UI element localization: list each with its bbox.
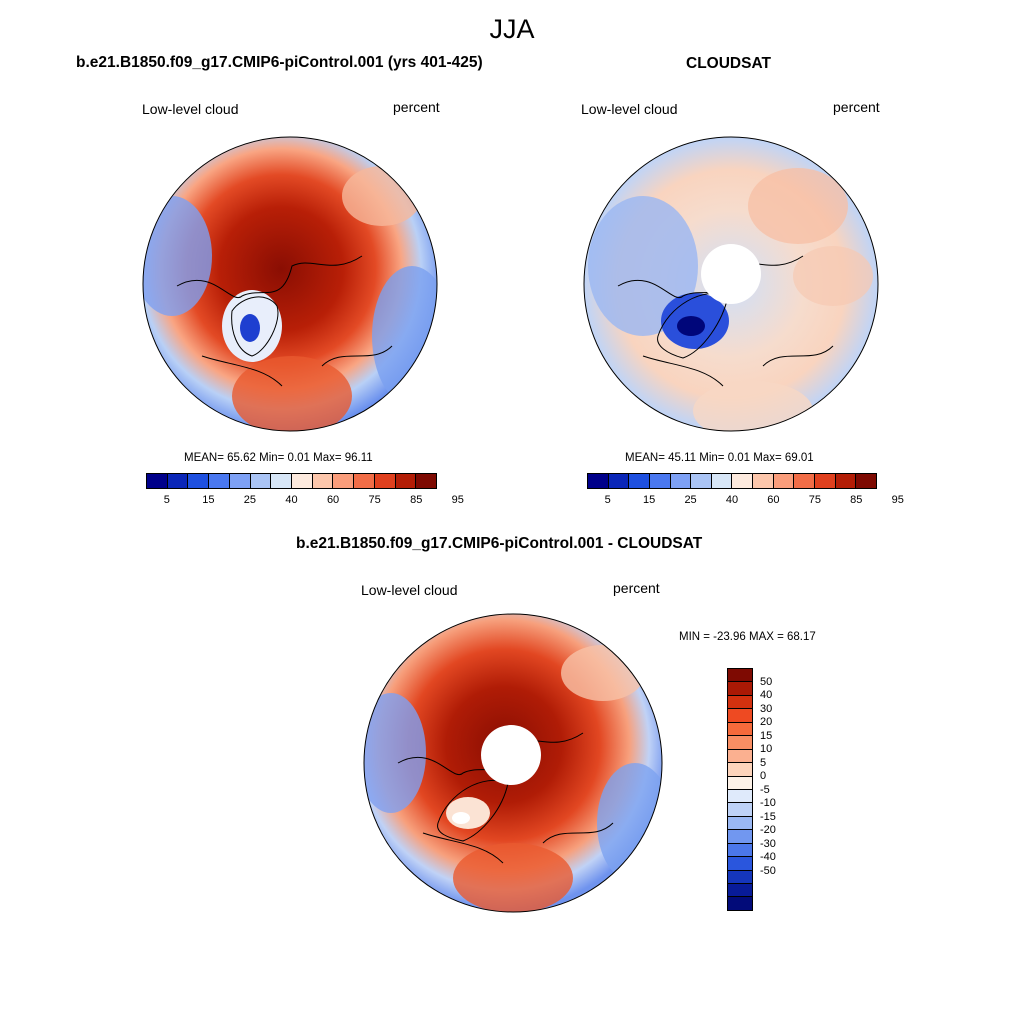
colorbar-swatch <box>728 763 752 777</box>
colorbar-swatch <box>728 870 752 884</box>
colorbar-swatch <box>728 830 752 844</box>
colorbar-swatch <box>728 695 752 710</box>
colorbar-swatch <box>608 474 630 488</box>
colorbar-tick-label: -15 <box>760 810 776 823</box>
colorbar-tick-label: 75 <box>808 494 821 506</box>
colorbar-tick-label: 10 <box>760 743 773 755</box>
colorbar-tick-label: 60 <box>326 494 340 506</box>
colorbar-tick-label: -30 <box>760 837 776 850</box>
season-title: JJA <box>489 14 535 44</box>
colorbar-tick-label: 40 <box>760 689 773 701</box>
colorbar-swatch <box>188 474 210 488</box>
colorbar-swatch <box>395 474 417 488</box>
colorbar-swatch <box>649 474 671 488</box>
colorbar-tick-label: 5 <box>163 494 170 506</box>
colorbar-swatch <box>416 474 437 488</box>
colorbar-tick-label: 25 <box>243 494 257 506</box>
colorbar-swatch <box>728 749 752 764</box>
colorbar-swatch <box>147 474 168 488</box>
panel-1-units-label: percent <box>393 99 440 115</box>
colorbar-swatch <box>728 884 752 898</box>
colorbar-tick-label: 25 <box>684 494 697 506</box>
colorbar-swatch <box>292 474 313 488</box>
colorbar-swatch <box>728 669 752 683</box>
colorbar-tick-label: -50 <box>760 864 776 877</box>
panel-3-variable-label: Low-level cloud <box>361 582 458 598</box>
panel-2-units-label: percent <box>833 99 880 115</box>
colorbar-swatch <box>728 709 752 723</box>
colorbar-tick-label: 60 <box>767 494 780 506</box>
colorbar-swatch <box>374 474 396 488</box>
colorbar-tick-label: -20 <box>760 824 776 836</box>
colorbar-swatch <box>691 474 712 488</box>
colorbar-swatch <box>670 474 692 488</box>
colorbar-tick-label: -5 <box>760 783 770 796</box>
colorbar-swatch <box>229 474 251 488</box>
colorbar-tick-label: 95 <box>891 494 904 506</box>
colorbar-swatch <box>773 474 795 488</box>
colorbar-swatch <box>588 474 609 488</box>
panel-3-title: b.e21.B1850.f09_g17.CMIP6-piControl.001 … <box>296 535 703 552</box>
panel-2-colorbar <box>587 473 877 489</box>
colorbar-swatch <box>629 474 650 488</box>
colorbar-swatch <box>728 803 752 817</box>
colorbar-swatch <box>815 474 836 488</box>
colorbar-tick-label: 0 <box>760 770 767 782</box>
panel-3-colorbar-ticks: 50 40 30 20 15 10 5 0 -5 -10 -15 -20 -30 -40 -50 <box>760 668 800 911</box>
colorbar-swatch <box>250 474 272 488</box>
colorbar-tick-label: 85 <box>850 494 863 506</box>
colorbar-tick-label: 75 <box>368 494 381 506</box>
colorbar-swatch <box>728 843 752 858</box>
colorbar-tick-label: 85 <box>410 494 423 506</box>
colorbar-tick-label: 95 <box>451 494 464 506</box>
colorbar-swatch <box>333 474 355 488</box>
colorbar-tick-label: 15 <box>760 729 773 742</box>
colorbar-swatch <box>312 474 334 488</box>
colorbar-tick-label: 40 <box>725 494 739 506</box>
colorbar-swatch <box>711 474 733 488</box>
panel-2-colorbar-ticks: 5 15 25 40 60 75 85 95 <box>587 494 904 508</box>
colorbar-swatch <box>732 474 754 488</box>
colorbar-swatch <box>794 474 816 488</box>
colorbar-swatch <box>354 474 375 488</box>
panel-2-variable-label: Low-level cloud <box>581 101 678 117</box>
colorbar-tick-label: -10 <box>760 797 776 809</box>
panel-2-title: CLOUDSAT <box>686 55 771 72</box>
colorbar-swatch <box>753 474 774 488</box>
colorbar-tick-label: 5 <box>760 756 767 769</box>
colorbar-swatch <box>728 736 752 750</box>
colorbar-swatch <box>209 474 230 488</box>
colorbar-tick-label: 5 <box>604 494 611 506</box>
panel-3-colorbar <box>727 668 753 911</box>
panel-3-stats: MIN = -23.96 MAX = 68.17 <box>679 631 816 643</box>
panel-1-stats: MEAN= 65.62 Min= 0.01 Max= 96.11 <box>184 452 373 464</box>
panel-3-units-label: percent <box>613 580 660 596</box>
colorbar-tick-label: 50 <box>760 675 773 688</box>
colorbar-tick-label: 15 <box>202 494 215 506</box>
colorbar-swatch <box>728 682 752 696</box>
colorbar-swatch <box>835 474 857 488</box>
colorbar-tick-label: -40 <box>760 851 776 863</box>
panel-1-variable-label: Low-level cloud <box>142 101 239 117</box>
panel-2-polar-map <box>583 136 879 432</box>
colorbar-swatch <box>728 722 752 737</box>
panel-1-colorbar-ticks: 5 15 25 40 60 75 85 95 <box>146 494 464 508</box>
colorbar-tick-label: 20 <box>760 716 773 728</box>
colorbar-swatch <box>728 857 752 871</box>
colorbar-swatch <box>728 776 752 790</box>
panel-1-colorbar <box>146 473 437 489</box>
colorbar-swatch <box>856 474 876 488</box>
colorbar-swatch <box>728 897 752 910</box>
colorbar-tick-label: 40 <box>285 494 298 506</box>
panel-1-title: b.e21.B1850.f09_g17.CMIP6-piControl.001 … <box>76 54 483 71</box>
panel-1-polar-map <box>142 136 438 432</box>
panel-2-stats: MEAN= 45.11 Min= 0.01 Max= 69.01 <box>625 452 814 464</box>
colorbar-swatch <box>271 474 293 488</box>
colorbar-swatch <box>167 474 189 488</box>
colorbar-swatch <box>728 789 752 804</box>
colorbar-swatch <box>728 816 752 831</box>
panel-3-polar-map <box>363 613 663 913</box>
colorbar-tick-label: 15 <box>643 494 656 506</box>
colorbar-tick-label: 30 <box>760 702 773 715</box>
